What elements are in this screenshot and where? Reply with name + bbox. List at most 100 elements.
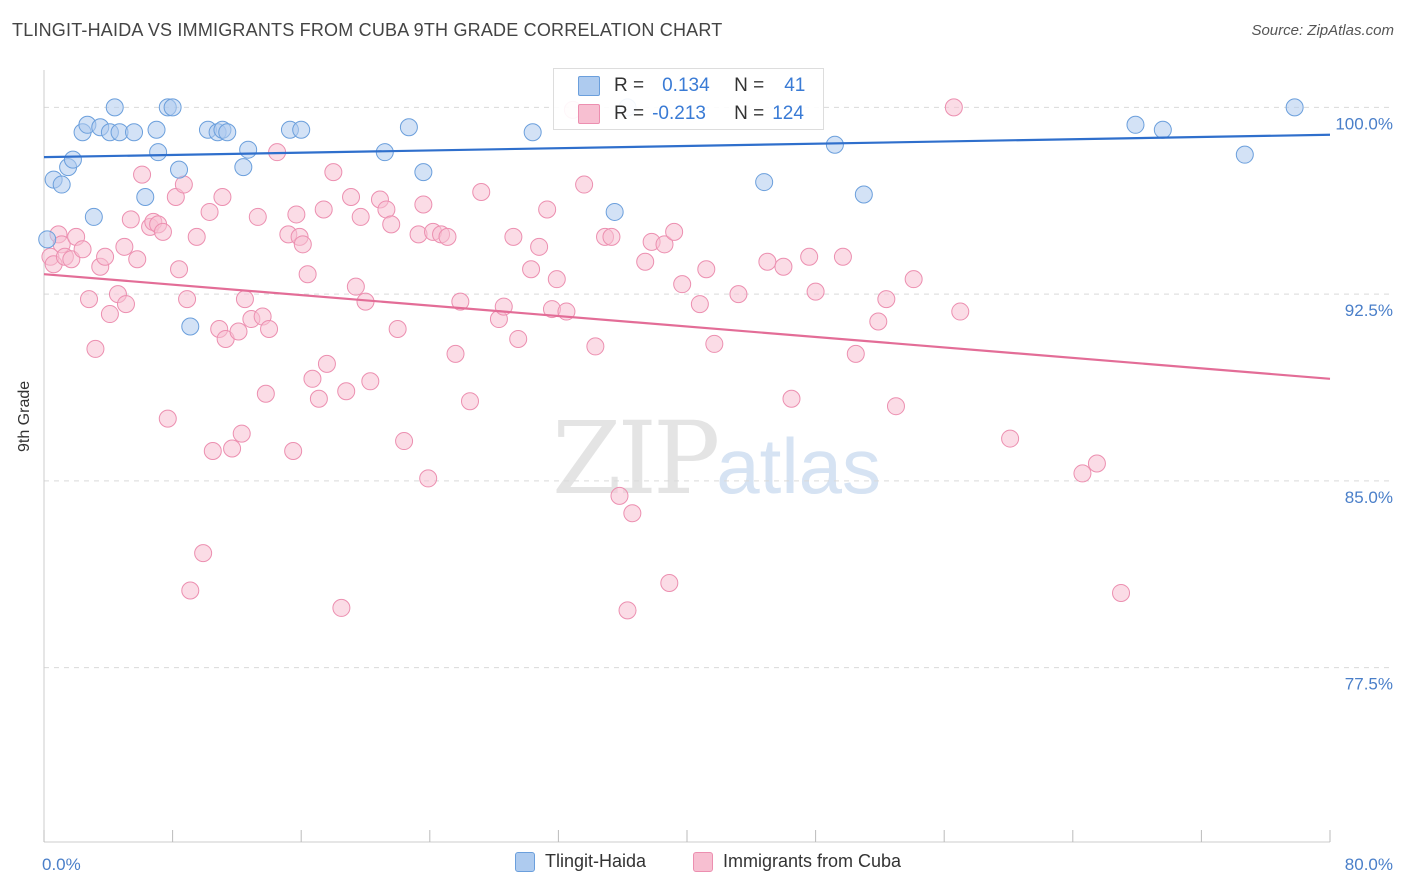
point-cuba [178, 290, 197, 309]
point-tlingit [1153, 120, 1172, 139]
series-swatch-cuba [693, 851, 713, 872]
point-cuba [116, 295, 135, 314]
legend-row-cuba: R = -0.213 N = 124 [578, 103, 804, 125]
point-tlingit [1126, 115, 1145, 134]
point-cuba [472, 183, 491, 202]
x-tick-label: 80.0% [1345, 855, 1393, 874]
legend-n-label: N = [734, 103, 765, 124]
point-cuba [194, 544, 213, 563]
point-cuba [575, 175, 594, 194]
point-tlingit [52, 175, 71, 194]
chart-title: TLINGIT-HAIDA VS IMMIGRANTS FROM CUBA 9T… [12, 20, 723, 40]
point-cuba [782, 389, 801, 408]
point-tlingit [825, 135, 844, 154]
point-cuba [504, 227, 523, 246]
point-cuba [586, 337, 605, 356]
point-cuba [317, 354, 336, 373]
point-cuba [361, 372, 380, 391]
point-cuba [944, 98, 963, 117]
point-cuba [232, 424, 251, 443]
point-cuba [203, 442, 222, 461]
point-cuba [346, 277, 365, 296]
point-cuba [100, 305, 119, 324]
point-tlingit [147, 120, 166, 139]
point-cuba [388, 319, 407, 338]
point-tlingit [38, 230, 57, 249]
point-cuba [547, 270, 566, 289]
point-cuba [833, 247, 852, 266]
point-cuba [298, 265, 317, 284]
point-cuba [660, 574, 679, 593]
point-cuba [602, 227, 621, 246]
point-cuba [187, 227, 206, 246]
point-cuba [414, 195, 433, 214]
point-cuba [610, 486, 629, 505]
point-cuba [377, 200, 396, 219]
point-tlingit [414, 163, 433, 182]
point-cuba [337, 382, 356, 401]
point-tlingit [1285, 98, 1304, 117]
series-legend-cuba: Immigrants from Cuba [693, 851, 901, 872]
series-legend: Tlingit-Haida Immigrants from Cuba [0, 851, 1406, 877]
legend-r-label: R = [614, 75, 645, 96]
point-cuba [133, 165, 152, 184]
point-cuba [774, 257, 793, 276]
point-cuba [800, 247, 819, 266]
series-legend-label: Tlingit-Haida [545, 851, 647, 871]
point-cuba [256, 384, 275, 403]
point-cuba [1001, 429, 1020, 448]
point-cuba [62, 250, 81, 269]
point-cuba [80, 290, 99, 309]
point-cuba [758, 252, 777, 271]
point-cuba [705, 334, 724, 353]
point-cuba [1087, 454, 1106, 473]
point-cuba [951, 302, 970, 321]
point-cuba [636, 252, 655, 271]
point-cuba [729, 285, 748, 304]
point-tlingit [755, 173, 774, 192]
point-cuba [181, 581, 200, 600]
point-cuba [665, 222, 684, 241]
point-cuba [174, 175, 193, 194]
point-tlingit [149, 143, 168, 162]
point-cuba [395, 432, 414, 451]
point-tlingit [163, 98, 182, 117]
point-cuba [877, 290, 896, 309]
point-tlingit [292, 120, 311, 139]
series-legend-tlingit: Tlingit-Haida [515, 851, 646, 872]
correlation-legend: R = 0.134 N = 41 R = -0.213 N = 124 [553, 68, 824, 130]
y-tick-label: 92.5% [1345, 301, 1393, 320]
point-cuba [158, 409, 177, 428]
legend-r-value: -0.213 [652, 103, 706, 124]
trendline-tlingit [43, 133, 1331, 159]
point-cuba [886, 397, 905, 416]
point-cuba [697, 260, 716, 279]
legend-r-value: 0.134 [662, 75, 710, 96]
point-tlingit [218, 123, 237, 142]
legend-swatch-cuba [578, 104, 600, 124]
point-cuba [530, 237, 549, 256]
point-tlingit [125, 123, 144, 142]
point-tlingit [181, 317, 200, 336]
point-tlingit [63, 150, 82, 169]
point-cuba [235, 290, 254, 309]
point-cuba [223, 439, 242, 458]
point-cuba [846, 344, 865, 363]
point-tlingit [399, 118, 418, 137]
legend-row-tlingit: R = 0.134 N = 41 [578, 75, 805, 97]
y-tick-label: 85.0% [1345, 488, 1393, 507]
point-tlingit [605, 202, 624, 221]
source-label: Source: ZipAtlas.com [1251, 22, 1394, 39]
y-tick-label: 77.5% [1345, 675, 1393, 694]
point-cuba [115, 237, 134, 256]
legend-n-value: 124 [772, 103, 804, 124]
point-cuba [303, 369, 322, 388]
y-tick-label: 100.0% [1335, 114, 1393, 133]
legend-n-value: 41 [784, 75, 806, 96]
point-cuba [351, 207, 370, 226]
point-tlingit [136, 188, 155, 207]
point-cuba [153, 222, 172, 241]
point-cuba [314, 200, 333, 219]
series-legend-label: Immigrants from Cuba [723, 851, 902, 871]
